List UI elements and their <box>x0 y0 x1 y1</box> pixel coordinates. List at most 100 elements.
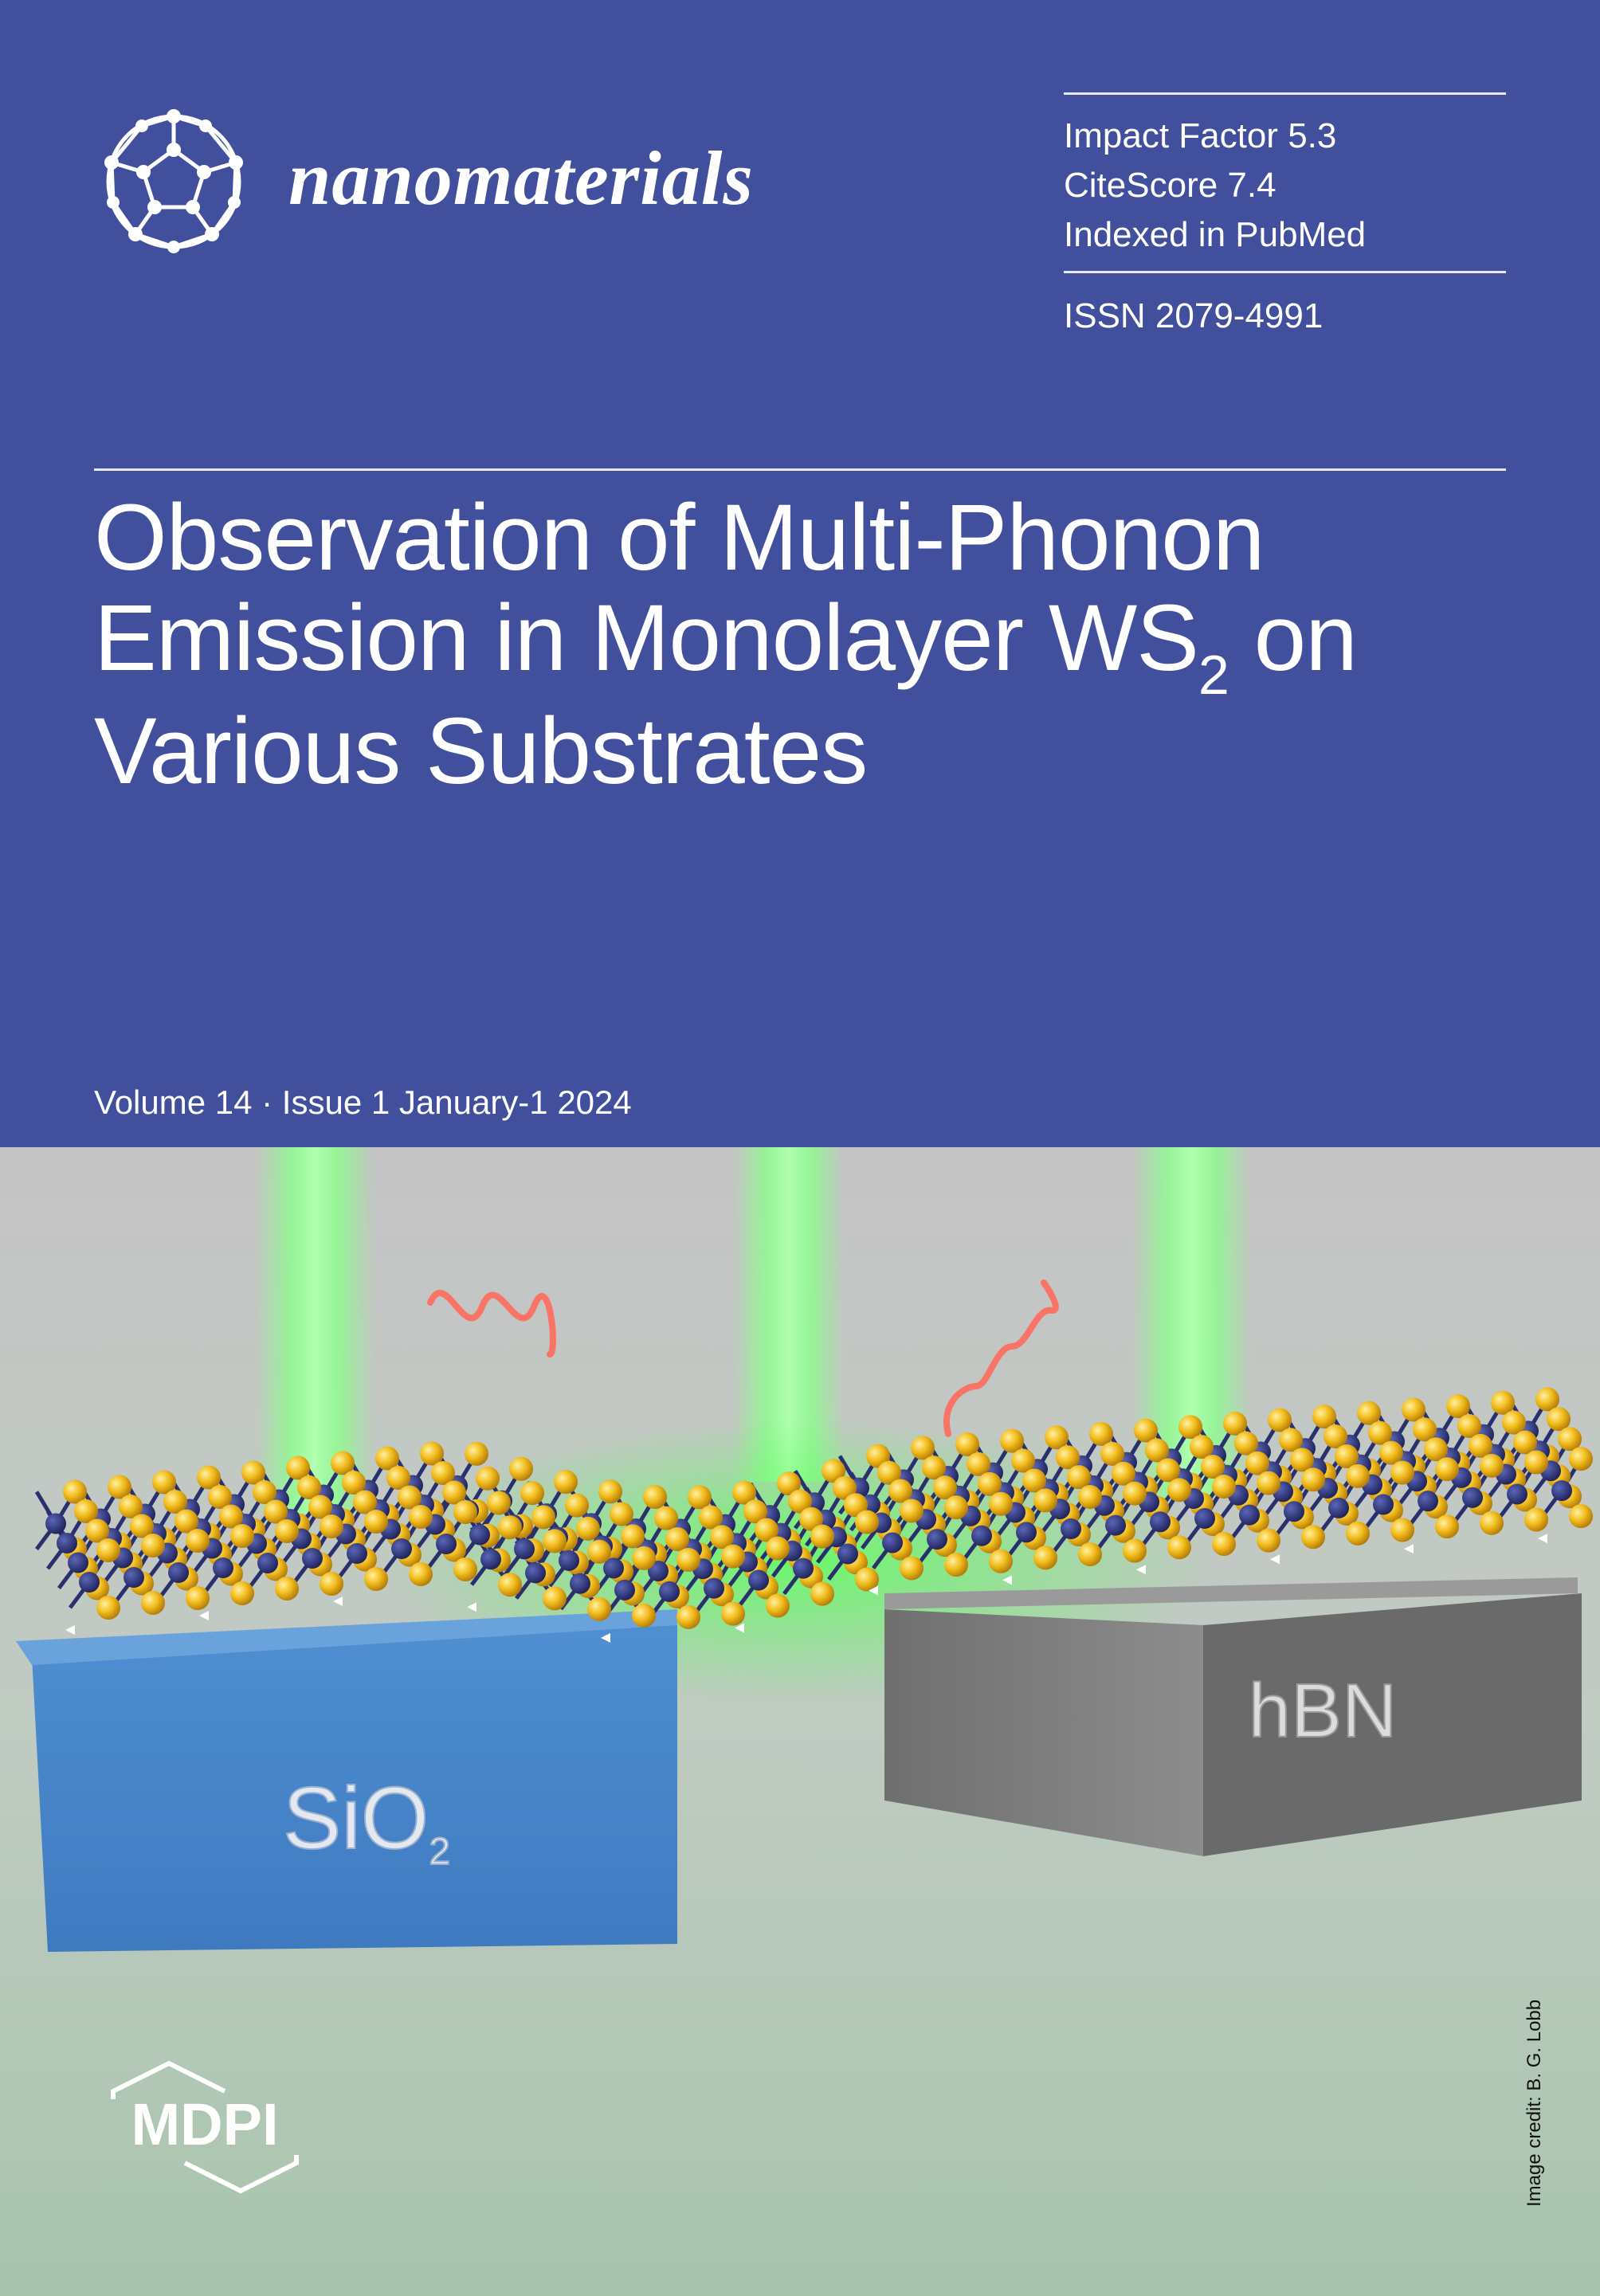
sulfur-atom <box>453 1500 477 1524</box>
sulfur-atom <box>487 1491 511 1515</box>
sulfur-atom <box>241 1460 265 1485</box>
tungsten-atom <box>1016 1522 1037 1543</box>
sio2-label-text: SiO <box>283 1769 429 1867</box>
sulfur-atom <box>587 1597 611 1621</box>
sulfur-atom <box>1033 1488 1057 1513</box>
sulfur-atom <box>676 1604 700 1629</box>
sulfur-atom <box>1446 1394 1470 1419</box>
vibration-arrow <box>1538 1534 1547 1544</box>
sulfur-atom <box>1368 1420 1392 1445</box>
sulfur-atom <box>375 1446 399 1471</box>
cover-header-panel: nanomaterials Impact Factor 5.3 CiteScor… <box>0 0 1600 1147</box>
sulfur-atom <box>1134 1418 1158 1443</box>
sulfur-atom <box>1167 1535 1191 1560</box>
tungsten-atom <box>793 1557 814 1579</box>
sulfur-atom <box>643 1484 667 1509</box>
sulfur-atom <box>498 1515 522 1540</box>
sulfur-atom <box>230 1581 254 1605</box>
sulfur-atom <box>431 1461 455 1485</box>
tungsten-atom <box>480 1549 501 1570</box>
ws2-monolayer-lattice <box>34 1387 1593 1643</box>
sulfur-atom <box>743 1499 767 1524</box>
tungsten-atom <box>1150 1511 1171 1533</box>
cover-illustration: hBN SiO2 <box>0 1147 1600 2296</box>
article-title-line-3: Various Substrates <box>94 699 868 804</box>
metrics-bottom-rule <box>1064 271 1506 273</box>
sulfur-atom <box>1435 1457 1459 1482</box>
tungsten-atom <box>1328 1497 1349 1518</box>
tungsten-atom <box>1551 1480 1572 1502</box>
phonon-emission-wave-right <box>943 1279 1059 1437</box>
sulfur-atom <box>1167 1478 1191 1503</box>
sulfur-atom <box>453 1557 477 1581</box>
sulfur-atom <box>386 1466 410 1490</box>
tungsten-atom <box>1061 1518 1081 1540</box>
hbn-label: hBN <box>1249 1668 1398 1753</box>
sulfur-atom <box>1312 1405 1336 1429</box>
sulfur-atom <box>1402 1397 1425 1422</box>
sulfur-atom <box>944 1553 968 1577</box>
sulfur-atom <box>576 1516 600 1541</box>
sulfur-atom <box>1212 1531 1236 1556</box>
sulfur-atom <box>353 1490 377 1514</box>
sulfur-atom <box>1290 1448 1314 1472</box>
vibration-arrow <box>333 1597 343 1606</box>
sulfur-atom <box>989 1549 1013 1573</box>
sulfur-atom <box>275 1577 299 1601</box>
sulfur-atom <box>676 1547 700 1572</box>
sulfur-atom <box>587 1539 611 1564</box>
sulfur-atom <box>342 1471 366 1495</box>
sulfur-atom <box>130 1514 154 1538</box>
article-title-line-2-text: Emission in Monolayer WS <box>94 586 1199 691</box>
mdpi-wordmark: MDPI <box>131 2091 279 2157</box>
tungsten-atom <box>168 1562 189 1583</box>
tungsten-atom <box>213 1557 233 1578</box>
sulfur-atom <box>900 1499 924 1523</box>
sulfur-atom <box>1022 1468 1046 1493</box>
sulfur-atom <box>554 1470 578 1495</box>
sulfur-atom <box>409 1505 433 1529</box>
sulfur-atom <box>1513 1430 1537 1455</box>
sulfur-atom <box>944 1495 968 1520</box>
sulfur-atom <box>565 1493 589 1518</box>
sulfur-atom <box>1223 1411 1247 1436</box>
sulfur-atom <box>119 1495 143 1518</box>
sulfur-atom <box>1569 1447 1593 1471</box>
sulfur-atom <box>108 1475 131 1499</box>
sulfur-atom <box>1535 1387 1559 1412</box>
sulfur-atom <box>96 1596 120 1620</box>
tungsten-atom <box>124 1567 144 1588</box>
sulfur-atom <box>531 1505 555 1530</box>
sulfur-atom <box>96 1538 120 1562</box>
tungsten-atom <box>704 1577 724 1599</box>
sulfur-atom <box>308 1495 332 1519</box>
sulfur-atom <box>721 1544 745 1569</box>
tungsten-atom <box>302 1548 323 1569</box>
sulfur-atom <box>476 1466 500 1491</box>
sulfur-atom <box>364 1510 388 1534</box>
tungsten-atom <box>391 1538 412 1559</box>
sulfur-atom <box>1390 1518 1414 1542</box>
sulfur-atom <box>1056 1445 1080 1470</box>
vibration-arrow <box>1404 1544 1414 1554</box>
citescore: CiteScore 7.4 <box>1064 166 1276 205</box>
image-credit: Image credit: B. G. Lobb <box>1524 1999 1545 2207</box>
sulfur-atom <box>888 1479 912 1503</box>
tungsten-atom <box>1373 1494 1394 1515</box>
sulfur-atom <box>74 1499 98 1523</box>
sulfur-atom <box>208 1485 232 1509</box>
mdpi-logo-icon: MDPI <box>111 2060 299 2194</box>
sulfur-atom <box>688 1485 712 1510</box>
sulfur-atom <box>598 1479 622 1504</box>
sulfur-atom <box>1268 1408 1292 1432</box>
tungsten-atom <box>257 1553 278 1573</box>
title-subscript: 2 <box>1198 644 1229 706</box>
sulfur-atom <box>197 1465 221 1490</box>
tungsten-atom <box>1462 1487 1483 1508</box>
journal-wordmark: nanomaterials <box>288 135 754 221</box>
sulfur-atom <box>219 1504 243 1529</box>
sulfur-atom <box>420 1441 444 1466</box>
sulfur-atom <box>230 1524 254 1548</box>
sulfur-atom <box>498 1573 522 1597</box>
sulfur-atom <box>989 1491 1013 1516</box>
